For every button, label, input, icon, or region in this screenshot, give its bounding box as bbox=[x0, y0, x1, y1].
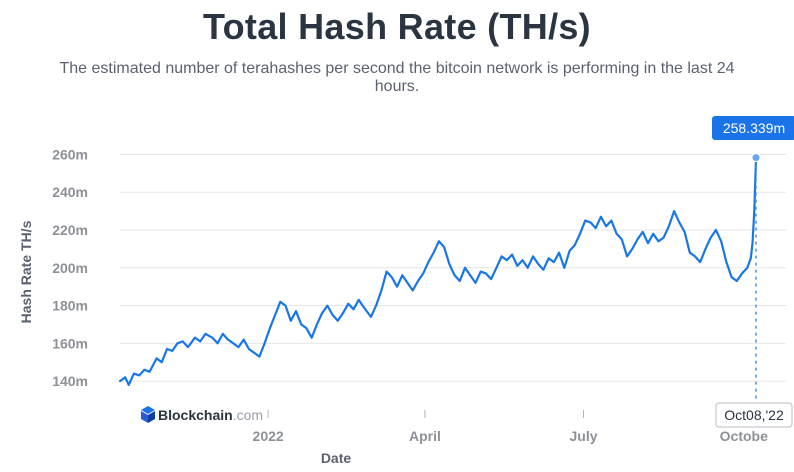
x-axis-title: Date bbox=[321, 450, 352, 466]
x-tick-labels: 2022 April July Octobe bbox=[253, 410, 768, 444]
value-callout bbox=[712, 116, 794, 140]
svg-text:Blockchain.com: Blockchain.com bbox=[158, 407, 263, 423]
grid-layer bbox=[120, 153, 786, 382]
chart-title: Total Hash Rate (TH/s) bbox=[203, 6, 591, 47]
hash-rate-line bbox=[118, 156, 758, 386]
y-tick-label: 240m bbox=[52, 184, 88, 200]
chart-subtitle: The estimated number of terahashes per s… bbox=[59, 60, 735, 95]
date-callout-label: Oct08,'22 bbox=[724, 407, 784, 423]
value-callout-label: 258.339m bbox=[723, 120, 785, 136]
brand-name: Blockchain bbox=[158, 407, 233, 423]
series-layer bbox=[118, 156, 758, 386]
y-axis-title: Hash Rate TH/s bbox=[18, 220, 34, 323]
y-tick-labels: 140m 160m 180m 200m 220m 240m 260m bbox=[52, 146, 88, 389]
x-tick-label: July bbox=[569, 428, 597, 444]
date-callout bbox=[715, 402, 793, 428]
latest-point-marker[interactable] bbox=[751, 153, 761, 163]
blockchain-logo-icon bbox=[141, 406, 155, 423]
x-tick-label: 2022 bbox=[253, 428, 284, 444]
highlight-layer[interactable]: 258.339m Oct08,'22 bbox=[712, 116, 794, 428]
y-tick-label: 260m bbox=[52, 146, 88, 162]
y-tick-label: 200m bbox=[52, 260, 88, 276]
x-tick-label: April bbox=[409, 428, 441, 444]
brand-suffix: .com bbox=[233, 407, 263, 423]
y-tick-label: 220m bbox=[52, 222, 88, 238]
branding: Blockchain.com bbox=[141, 406, 263, 423]
x-tick-label: Octobe bbox=[720, 428, 768, 444]
y-tick-label: 160m bbox=[52, 335, 88, 351]
y-tick-label: 180m bbox=[52, 298, 88, 314]
y-tick-label: 140m bbox=[52, 373, 88, 389]
